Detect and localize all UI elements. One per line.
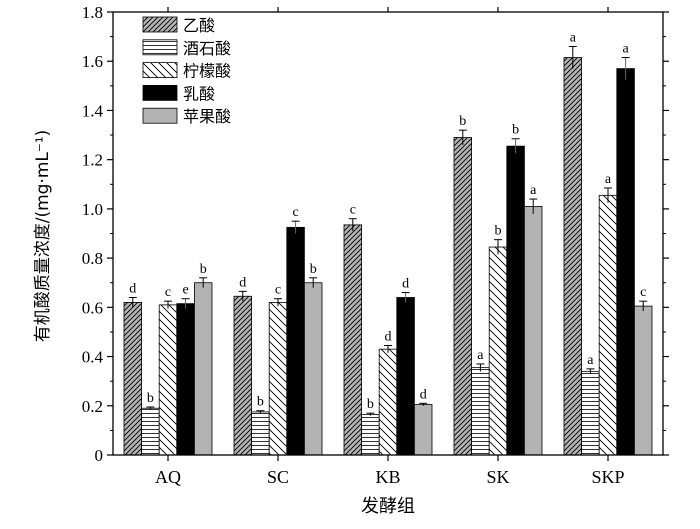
significance-letter: b — [310, 262, 317, 277]
legend-swatch — [142, 107, 178, 124]
bar — [506, 145, 525, 456]
significance-letter: b — [147, 391, 154, 406]
plot-frame — [112, 11, 664, 456]
bar — [616, 68, 635, 456]
x-tick-label: AQ — [155, 467, 181, 487]
bar — [598, 194, 618, 456]
legend-swatch — [142, 16, 178, 33]
x-tick-label: SK — [486, 467, 509, 487]
y-tick-label: 1.6 — [82, 52, 103, 71]
legend-label: 苹果酸 — [183, 107, 231, 126]
bar — [268, 302, 288, 456]
bar — [634, 305, 653, 456]
significance-letter: a — [587, 353, 594, 368]
y-tick-label: 1.8 — [82, 3, 103, 22]
bar — [233, 295, 253, 456]
legend-swatch — [142, 39, 178, 56]
significance-letter: b — [257, 395, 264, 410]
significance-letter: c — [275, 283, 281, 298]
y-tick-label: 1.0 — [82, 200, 103, 219]
significance-letter: c — [640, 285, 646, 300]
legend-label: 乳酸 — [183, 84, 215, 103]
significance-letter: c — [165, 285, 171, 300]
significance-letter: a — [570, 30, 577, 45]
significance-letter: c — [292, 205, 298, 220]
bar — [563, 57, 583, 456]
bar — [524, 206, 543, 456]
significance-letter: b — [200, 262, 207, 277]
x-tick-label: SC — [267, 467, 289, 487]
significance-letter: b — [459, 114, 466, 129]
bar — [123, 302, 143, 456]
significance-letter: b — [495, 224, 502, 239]
y-tick-label: 1.4 — [82, 101, 104, 120]
y-axis-label: 有机酸质量浓度/(mg·mL⁻¹) — [33, 130, 53, 343]
significance-letter: d — [129, 281, 136, 296]
significance-letter: d — [402, 277, 409, 292]
bar — [361, 413, 380, 456]
significance-letter: a — [622, 42, 629, 57]
x-tick-label: KB — [375, 467, 400, 487]
significance-letter: d — [239, 275, 246, 290]
legend-swatch — [142, 62, 178, 78]
legend-label: 柠檬酸 — [183, 62, 231, 81]
legend-label: 乙酸 — [183, 16, 215, 35]
significance-letter: d — [385, 329, 392, 344]
bar — [158, 304, 178, 456]
y-tick-label: 0.2 — [82, 397, 103, 416]
y-tick-label: 0.6 — [82, 298, 103, 317]
x-tick-label: SKP — [591, 467, 624, 487]
significance-letter: a — [477, 348, 484, 363]
significance-letter: b — [367, 397, 374, 412]
y-tick-label: 0 — [95, 446, 104, 465]
bar — [488, 246, 508, 456]
bar — [413, 404, 433, 456]
significance-letter: a — [605, 172, 612, 187]
bar — [343, 224, 363, 456]
significance-letter: b — [512, 123, 519, 138]
bar — [378, 348, 398, 456]
y-tick-label: 0.8 — [82, 249, 103, 268]
bar — [453, 137, 473, 456]
bar — [141, 407, 160, 456]
bar — [303, 282, 323, 456]
bar — [286, 226, 305, 456]
bar — [193, 282, 213, 456]
x-axis-label: 发酵组 — [361, 496, 415, 517]
bar — [396, 297, 415, 456]
y-tick-label: 1.2 — [82, 151, 103, 170]
significance-letter: c — [350, 203, 356, 218]
bar — [251, 411, 270, 456]
legend-swatch — [142, 85, 178, 101]
legend-label: 酒石酸 — [183, 39, 231, 58]
significance-letter: a — [530, 183, 537, 198]
significance-letter: e — [182, 283, 188, 298]
significance-letter: d — [420, 387, 427, 402]
bar — [176, 303, 195, 456]
bar — [471, 367, 490, 456]
y-tick-label: 0.4 — [82, 348, 104, 367]
bar — [581, 370, 600, 456]
